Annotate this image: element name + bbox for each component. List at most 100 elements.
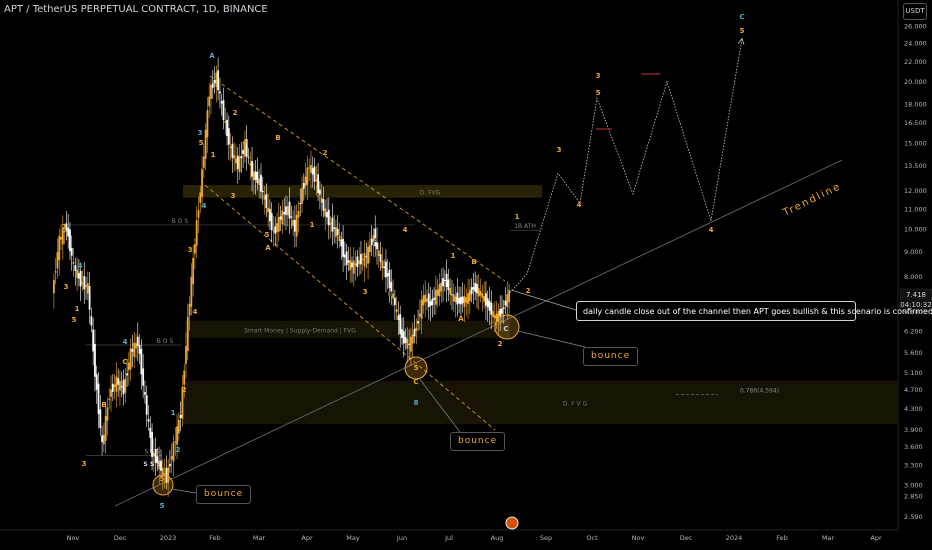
candle-body (411, 334, 414, 344)
price-tick-label: 6.200 (904, 327, 923, 335)
scenario-note: daily candle close out of the channel th… (576, 301, 932, 321)
candle-body (392, 293, 394, 299)
candle-body (176, 426, 178, 445)
candle-body (124, 378, 127, 393)
candle-body (220, 101, 223, 104)
candle-body (97, 383, 100, 414)
bounce-label-2: bounce (450, 432, 506, 451)
candle-body (345, 251, 348, 266)
candle-body (324, 208, 327, 217)
candle-body (126, 373, 128, 376)
candle-body (135, 343, 137, 349)
candle-body (83, 276, 86, 290)
candle-body (258, 178, 261, 185)
zone-0 (183, 185, 542, 198)
chart-title: APT / TetherUS PERPETUAL CONTRACT, 1D, B… (4, 4, 268, 15)
wave-label: 1 (310, 221, 315, 229)
candle-body (204, 129, 207, 159)
candle-body (74, 265, 77, 271)
candle-body (388, 269, 391, 288)
candle-body (311, 167, 314, 175)
currency-button[interactable]: USDT (903, 3, 927, 20)
wave-label: S S S (143, 461, 160, 468)
candle-body (327, 209, 330, 226)
candle-body (129, 348, 132, 370)
trendline-label: Trendline (781, 181, 844, 219)
candle-body (70, 247, 73, 256)
time-tick-label: Nov (632, 534, 645, 542)
level-label-1: B O S (157, 338, 174, 345)
candle-body (197, 210, 200, 218)
wave-label: 5 (160, 502, 165, 510)
connector-2 (418, 377, 461, 433)
candle-body (115, 376, 118, 392)
candle-body (438, 284, 441, 297)
time-tick-label: Oct (586, 534, 598, 542)
price-tick-label: 8.000 (904, 273, 923, 281)
candle-body (474, 282, 477, 292)
candle-body (56, 252, 59, 269)
candle-countdown-label: 04:10:32 (900, 301, 932, 309)
candle-body (295, 215, 298, 237)
candle-body (349, 259, 352, 271)
candle-body (422, 295, 425, 306)
price-tick-label: 4.700 (904, 386, 923, 394)
candle-body (268, 208, 271, 222)
price-tick-label: 6.800 (904, 308, 923, 316)
candle-body (335, 226, 337, 237)
candle-body (502, 307, 505, 309)
candle-body (54, 271, 57, 273)
wave-label: 4 (577, 201, 582, 209)
candle-body (301, 188, 303, 204)
candle-body (249, 163, 252, 166)
candle-body (431, 299, 434, 305)
candle-body (401, 329, 403, 338)
candle-body (297, 211, 300, 218)
candle-body (86, 283, 89, 294)
candle-body (224, 121, 227, 123)
candle-body (506, 294, 509, 308)
candle-body (318, 189, 321, 195)
candle-body (343, 254, 346, 258)
price-tick-label: 22.000 (904, 58, 927, 66)
level-label-3: 1B ATH (514, 223, 536, 230)
candle-body (315, 179, 318, 181)
candle-body (302, 183, 305, 189)
time-tick-label: Aug (491, 534, 504, 542)
candle-body (61, 229, 64, 245)
wave-label: B (275, 134, 280, 142)
candle-body (379, 254, 382, 262)
price-tick-label: 3.600 (904, 443, 923, 451)
candle-body (211, 83, 214, 88)
zone-1 (185, 320, 510, 338)
wave-label: 2 (233, 109, 238, 117)
candle-body (454, 296, 457, 302)
candle-body (156, 456, 159, 464)
price-tick-label: 20.000 (904, 78, 927, 86)
candle-body (119, 381, 121, 391)
candle-body (308, 167, 311, 169)
candle-body (170, 456, 173, 460)
candle-body (367, 246, 369, 264)
candle-body (410, 336, 412, 352)
channel-top (209, 75, 506, 282)
candle-body (185, 346, 187, 364)
candle-body (102, 434, 105, 445)
candle-body (240, 156, 243, 159)
time-tick-label: Feb (209, 534, 221, 542)
candle-body (408, 343, 411, 345)
price-tick-label: 2.850 (904, 493, 923, 501)
candle-body (458, 297, 461, 304)
wave-label: C (122, 358, 127, 366)
candle-body (286, 206, 289, 216)
wave-label: 3 (188, 246, 193, 254)
candle-body (363, 253, 366, 267)
price-tick-label: 16.500 (904, 119, 927, 127)
connector-note (510, 289, 577, 311)
projection-arrow (737, 37, 745, 45)
candle-body (69, 229, 71, 252)
candle-body (58, 235, 61, 261)
candle-body (263, 195, 266, 200)
candle-body (424, 294, 427, 303)
